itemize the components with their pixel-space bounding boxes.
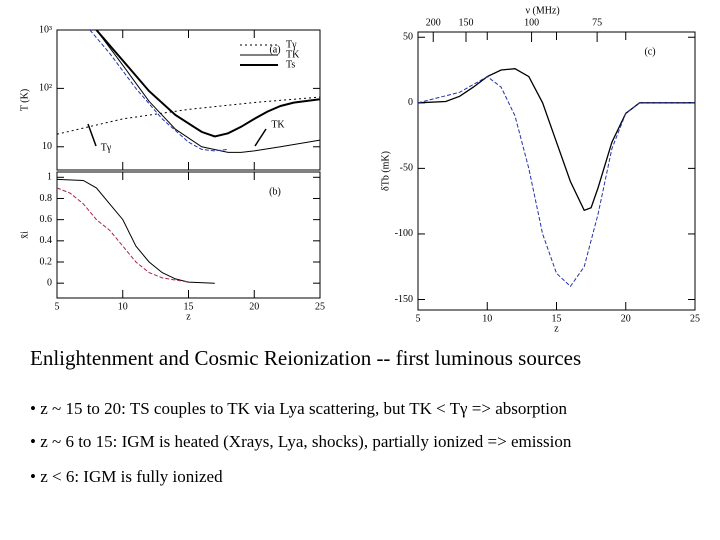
y-axis-label: x̄i	[19, 231, 30, 239]
top-tick-label: 100	[524, 17, 539, 28]
legend-label: TK	[286, 49, 300, 60]
series-line	[418, 76, 695, 288]
series-line	[57, 178, 215, 284]
y-tick-label: 0.4	[40, 235, 53, 246]
y-tick-label: -50	[400, 163, 413, 174]
series-line	[89, 30, 229, 152]
annotation-arrow	[87, 123, 97, 147]
series-line	[418, 68, 695, 212]
x-axis-label: z	[186, 311, 191, 322]
y-tick-label: -100	[395, 228, 413, 239]
bullet: • z ~ 15 to 20: TS couples to TK via Lya…	[30, 399, 567, 418]
x-tick-label: 25	[315, 301, 325, 312]
series-line	[96, 30, 320, 153]
bullet: • z ~ 6 to 15: IGM is heated (Xrays, Lya…	[30, 432, 572, 451]
x-tick-label: 10	[482, 313, 492, 324]
panel-label: (a)	[269, 44, 280, 55]
y-tick-label: -150	[395, 294, 413, 305]
annotation: Tγ	[101, 142, 112, 153]
annotation: TK	[271, 119, 285, 130]
x-tick-label: 15	[552, 313, 562, 324]
slide-title: Enlightenment and Cosmic Reionization --…	[30, 346, 581, 370]
x-axis-label: z	[554, 323, 559, 334]
y-tick-label: 10³	[39, 24, 52, 35]
x-tick-label: 5	[416, 313, 421, 324]
legend-label: Tγ	[286, 39, 297, 50]
y-axis-label: T (K)	[19, 89, 30, 111]
x-tick-label: 25	[690, 313, 700, 324]
y-tick-label: 0.6	[40, 214, 53, 225]
series-line	[57, 187, 189, 283]
x-tick-label: 20	[249, 301, 259, 312]
y-tick-label: 0	[408, 97, 413, 108]
top-tick-label: 200	[426, 17, 441, 28]
series-line	[57, 96, 320, 135]
y-axis-label: δTb (mK)	[380, 151, 391, 191]
x-tick-label: 15	[184, 301, 194, 312]
panel-label: (b)	[269, 186, 281, 197]
plot-frame	[417, 31, 696, 311]
x-tick-label: 5	[55, 301, 60, 312]
x-tick-label: 20	[621, 313, 631, 324]
x-tick-label: 10	[118, 301, 128, 312]
y-tick-label: 10²	[39, 83, 52, 94]
top-tick-label: 150	[459, 17, 474, 28]
y-tick-label: 0.8	[40, 193, 53, 204]
y-tick-label: 1	[47, 172, 52, 183]
series-line	[95, 30, 320, 138]
y-tick-label: 10	[42, 141, 52, 152]
y-tick-label: 50	[403, 32, 413, 43]
annotation-arrow	[254, 128, 267, 147]
y-tick-label: 0	[47, 277, 52, 288]
top-tick-label: 75	[592, 17, 602, 28]
panel-label: (c)	[644, 46, 655, 57]
top-axis-label: ν (MHz)	[526, 5, 560, 16]
legend-label: Ts	[286, 59, 295, 70]
bullet: • z < 6: IGM is fully ionized	[30, 467, 223, 486]
y-tick-label: 0.2	[40, 256, 53, 267]
